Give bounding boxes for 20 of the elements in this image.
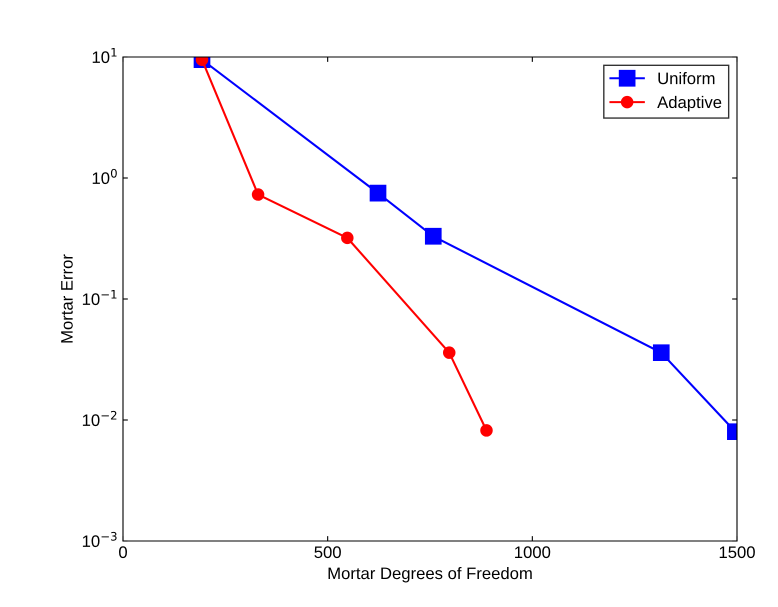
point (652, 344, 670, 362)
x-axis-title: Mortar Degrees of Freedom (328, 566, 532, 582)
x-tick-label: 1000 (515, 546, 550, 558)
x-tick-label: 1500 (720, 546, 755, 558)
y-tick-label: 10$^{1}$ (92, 48, 117, 64)
legend-label: Uniform (658, 72, 714, 84)
point (424, 228, 442, 245)
point (442, 346, 456, 359)
y-tick-label: 10$^{0}$ (92, 168, 117, 184)
point (341, 232, 354, 244)
x-tick-label: 500 (314, 546, 341, 558)
legend-label: Adaptive (657, 96, 722, 112)
y-axis-title: Mortar Error (61, 254, 73, 343)
y-tick-label: 10$^{−2}$ (82, 410, 116, 426)
point (480, 424, 493, 437)
x-tick-label: 0 (119, 546, 127, 558)
point (370, 184, 386, 202)
point (252, 188, 264, 201)
y-tick-label: 10$^{−1}$ (82, 290, 116, 306)
y-tick-label: 10$^{−3}$ (82, 532, 117, 548)
